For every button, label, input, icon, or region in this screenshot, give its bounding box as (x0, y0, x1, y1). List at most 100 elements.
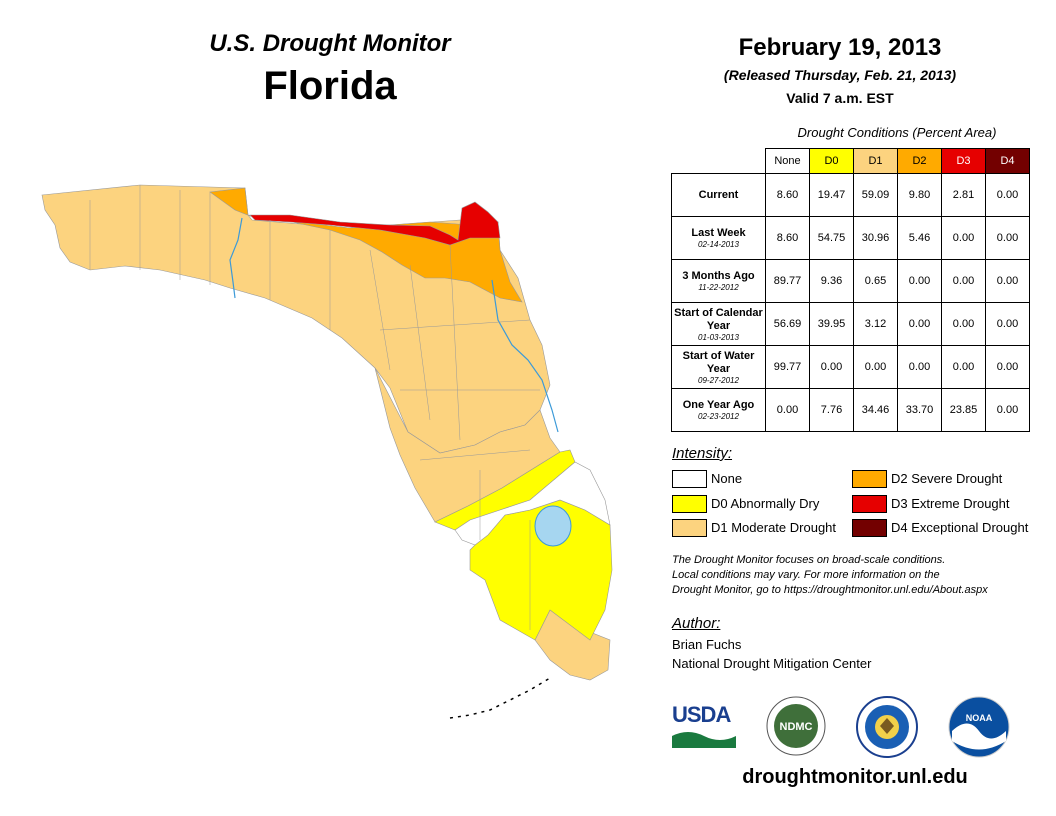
region-none (454, 461, 611, 546)
cell: 3.12 (853, 302, 898, 346)
author-organization: National Drought Mitigation Center (672, 656, 872, 671)
table-row: One Year Ago 02-23-2012 0.00 7.76 34.46 3… (671, 388, 1030, 432)
row-date: 02-14-2013 (698, 240, 739, 249)
col-none: None (765, 148, 810, 174)
cell: 9.36 (809, 259, 854, 303)
cell: 23.85 (941, 388, 986, 432)
row-label: One Year Ago (682, 399, 755, 411)
cell: 19.47 (809, 173, 854, 217)
cell: 0.00 (897, 345, 942, 389)
cell: 0.00 (897, 302, 942, 346)
cell: 0.00 (897, 259, 942, 303)
cell: 0.00 (809, 345, 854, 389)
cell: 0.00 (941, 216, 986, 260)
table-header-row: None D0 D1 D2 D3 D4 (672, 148, 1030, 174)
cell: 34.46 (853, 388, 898, 432)
region-d2 (209, 187, 523, 303)
valid-date: February 19, 2013 (738, 34, 942, 61)
cell: 59.09 (853, 173, 898, 217)
cell: 0.00 (985, 302, 1030, 346)
legend-label: None (711, 471, 743, 486)
row-label: 3 Months Ago (682, 270, 755, 282)
row-date: 11-22-2012 (698, 283, 739, 292)
col-d2: D2 (897, 148, 942, 174)
cell: 2.81 (941, 173, 986, 217)
department-of-commerce-seal-icon (856, 696, 918, 758)
river-apalachicola (229, 217, 243, 299)
legend-swatch (852, 470, 887, 488)
usda-hills-icon (672, 732, 736, 748)
map-title: Florida (263, 64, 397, 108)
cell: 7.76 (809, 388, 854, 432)
legend-swatch (672, 519, 707, 537)
cell: 56.69 (765, 302, 810, 346)
cell: 54.75 (809, 216, 854, 260)
release-date: (Released Thursday, Feb. 21, 2013) (723, 67, 957, 83)
map-subtitle: U.S. Drought Monitor (209, 30, 451, 57)
table-row: Current 8.60 19.47 59.09 9.80 2.81 0.00 (671, 173, 1030, 217)
cell: 0.00 (985, 388, 1030, 432)
table-caption: Drought Conditions (Percent Area) (797, 125, 997, 140)
legend-label: D0 Abnormally Dry (711, 496, 820, 511)
row-label: Current (698, 188, 739, 201)
table-row: 3 Months Ago 11-22-2012 89.77 9.36 0.65 0… (671, 259, 1030, 303)
note-line: Drought Monitor, go to https://droughtmo… (672, 584, 988, 596)
col-d0: D0 (809, 148, 854, 174)
usda-logo: USDA (672, 702, 736, 750)
cell: 39.95 (809, 302, 854, 346)
florida-drought-map (41, 184, 613, 719)
noaa-logo: NOAA (948, 696, 1010, 758)
cell: 8.60 (765, 173, 810, 217)
valid-time: Valid 7 a.m. EST (786, 90, 894, 106)
legend-label: D2 Severe Drought (891, 471, 1003, 486)
row-date: 02-23-2012 (698, 412, 739, 421)
lake-okeechobee (534, 505, 572, 547)
florida-keys (449, 677, 551, 719)
cell: 0.00 (985, 216, 1030, 260)
row-date: 09-27-2012 (698, 375, 739, 385)
row-label: Last Week (691, 227, 746, 239)
col-d3: D3 (941, 148, 986, 174)
cell: 5.46 (897, 216, 942, 260)
website-link[interactable]: droughtmonitor.unl.edu (742, 766, 968, 788)
row-label: Start of Water Year (682, 349, 755, 375)
note-line: Local conditions may vary. For more info… (672, 569, 940, 581)
table-row: Start of Water Year 09-27-2012 99.77 0.00… (671, 345, 1030, 389)
cell: 0.00 (765, 388, 810, 432)
legend-swatch (852, 495, 887, 513)
table-row: Start of Calendar Year 01-03-2013 56.69 3… (671, 302, 1030, 346)
table-row: Last Week 02-14-2013 8.60 54.75 30.96 5.4… (671, 216, 1030, 260)
row-date: 01-03-2013 (698, 332, 739, 342)
col-d4: D4 (985, 148, 1030, 174)
cell: 9.80 (897, 173, 942, 217)
legend-swatch (672, 470, 707, 488)
author-name: Brian Fuchs (672, 637, 742, 652)
svg-text:NOAA: NOAA (966, 713, 993, 723)
cell: 0.00 (853, 345, 898, 389)
region-d1-west (374, 367, 561, 523)
ndmc-logo: NDMC (766, 696, 826, 756)
legend-swatch (852, 519, 887, 537)
cell: 8.60 (765, 216, 810, 260)
cell: 0.00 (941, 302, 986, 346)
legend-label: D3 Extreme Drought (891, 496, 1010, 511)
cell: 0.00 (985, 259, 1030, 303)
legend-title: Intensity: (672, 445, 733, 462)
note-line: The Drought Monitor focuses on broad-sca… (672, 554, 946, 566)
legend-label: D4 Exceptional Drought (891, 520, 1029, 535)
legend-swatch (672, 495, 707, 513)
legend-label: D1 Moderate Drought (711, 520, 837, 535)
row-label: Start of Calendar Year (674, 306, 763, 332)
drought-conditions-table: None D0 D1 D2 D3 D4 Current 8.60 19.47 5… (671, 148, 1030, 432)
monitor-note: The Drought Monitor focuses on broad-sca… (672, 553, 1042, 598)
region-d3 (249, 201, 501, 246)
cell: 0.65 (853, 259, 898, 303)
cell: 33.70 (897, 388, 942, 432)
author-heading: Author: (672, 615, 721, 632)
cell: 0.00 (941, 345, 986, 389)
river-st-johns (491, 279, 559, 433)
cell: 30.96 (853, 216, 898, 260)
cell: 89.77 (765, 259, 810, 303)
svg-text:NDMC: NDMC (780, 721, 813, 733)
cell: 0.00 (985, 173, 1030, 217)
